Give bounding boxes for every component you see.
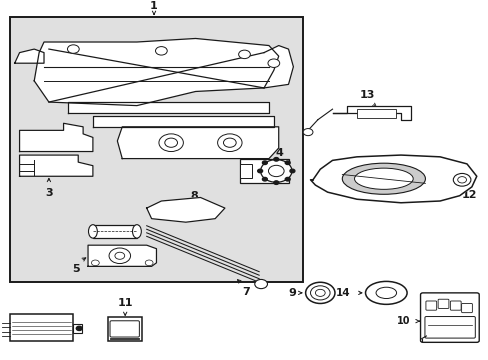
FancyBboxPatch shape — [437, 299, 448, 309]
Circle shape — [91, 260, 99, 266]
Ellipse shape — [342, 163, 425, 194]
Text: 4: 4 — [275, 148, 283, 158]
Text: 12: 12 — [461, 190, 476, 200]
Circle shape — [159, 134, 183, 152]
Circle shape — [164, 138, 177, 147]
Text: 7: 7 — [242, 287, 249, 297]
Bar — [93, 225, 137, 238]
Circle shape — [262, 177, 267, 181]
Ellipse shape — [365, 282, 406, 304]
Circle shape — [254, 279, 267, 289]
Ellipse shape — [88, 225, 97, 238]
Ellipse shape — [354, 168, 412, 189]
Bar — [10, 17, 303, 282]
Polygon shape — [332, 105, 410, 120]
Text: 1: 1 — [150, 1, 158, 11]
Circle shape — [457, 177, 466, 183]
Circle shape — [115, 252, 124, 259]
Circle shape — [303, 129, 312, 136]
Polygon shape — [15, 49, 44, 63]
Polygon shape — [117, 127, 278, 159]
Circle shape — [257, 169, 262, 173]
Polygon shape — [264, 45, 293, 88]
Text: 13: 13 — [359, 90, 375, 100]
FancyBboxPatch shape — [425, 301, 436, 310]
Circle shape — [76, 326, 82, 330]
Text: 11: 11 — [117, 298, 133, 309]
Text: 8: 8 — [190, 191, 198, 201]
FancyBboxPatch shape — [110, 321, 139, 337]
Circle shape — [145, 260, 153, 266]
Text: 2: 2 — [42, 323, 50, 333]
Polygon shape — [88, 245, 156, 266]
Circle shape — [273, 181, 278, 184]
Circle shape — [305, 282, 334, 303]
Circle shape — [452, 174, 470, 186]
Text: 5: 5 — [72, 264, 80, 274]
FancyBboxPatch shape — [449, 301, 460, 310]
Circle shape — [155, 46, 167, 55]
Polygon shape — [20, 123, 93, 152]
Polygon shape — [34, 39, 278, 105]
Polygon shape — [20, 155, 93, 176]
Circle shape — [262, 161, 267, 165]
FancyBboxPatch shape — [424, 316, 474, 338]
Text: 10: 10 — [396, 316, 410, 326]
Circle shape — [260, 160, 291, 182]
FancyBboxPatch shape — [461, 303, 471, 312]
Circle shape — [238, 50, 250, 59]
Circle shape — [67, 45, 79, 53]
Polygon shape — [68, 102, 268, 113]
Circle shape — [285, 177, 289, 181]
Ellipse shape — [132, 225, 141, 238]
Ellipse shape — [375, 287, 396, 298]
Text: 9: 9 — [288, 288, 296, 298]
FancyBboxPatch shape — [10, 314, 73, 341]
Circle shape — [217, 134, 242, 152]
Polygon shape — [310, 155, 476, 203]
FancyBboxPatch shape — [420, 293, 478, 342]
Circle shape — [310, 286, 329, 300]
FancyBboxPatch shape — [107, 316, 142, 341]
Polygon shape — [93, 116, 273, 127]
Circle shape — [289, 169, 294, 173]
Text: 14: 14 — [335, 288, 350, 298]
Circle shape — [268, 165, 284, 177]
Circle shape — [109, 248, 130, 264]
Text: 3: 3 — [45, 188, 53, 198]
Circle shape — [273, 158, 278, 161]
Bar — [239, 164, 251, 178]
Text: 6: 6 — [87, 226, 95, 236]
Polygon shape — [146, 198, 224, 222]
FancyBboxPatch shape — [73, 324, 82, 333]
Circle shape — [315, 289, 325, 296]
Circle shape — [267, 59, 279, 67]
Circle shape — [285, 161, 289, 165]
Bar — [239, 159, 288, 183]
Circle shape — [223, 138, 236, 147]
Bar — [356, 109, 395, 118]
